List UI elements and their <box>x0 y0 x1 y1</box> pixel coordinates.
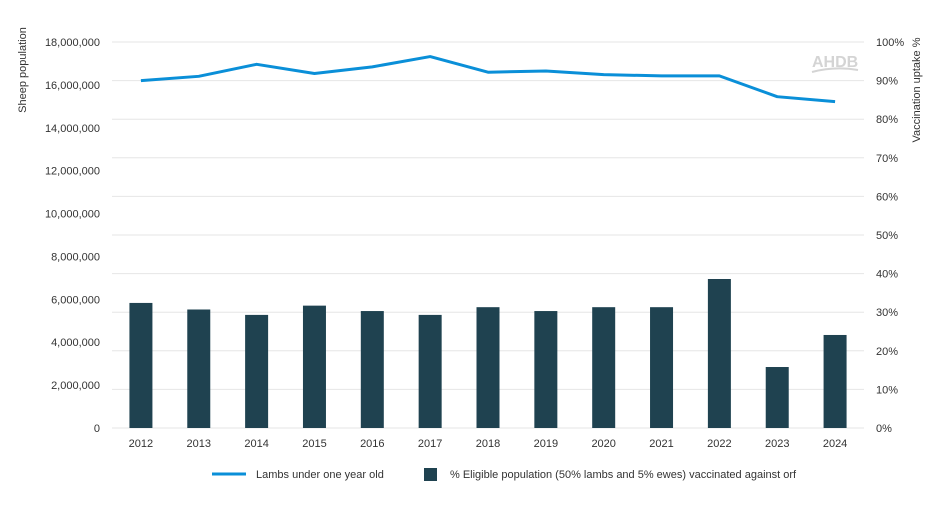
x-tick-label: 2021 <box>649 438 673 450</box>
x-tick-label: 2023 <box>765 438 789 450</box>
right-tick-label: 80% <box>876 114 898 126</box>
line-lambs <box>141 57 835 102</box>
legend-bar-swatch <box>424 468 437 481</box>
x-tick-label: 2019 <box>534 438 558 450</box>
line-series <box>141 56 835 101</box>
right-tick-label: 90% <box>876 76 898 88</box>
right-tick-label: 60% <box>876 191 898 203</box>
bar-2020 <box>592 307 615 428</box>
bar-2015 <box>303 306 326 428</box>
right-tick-label: 20% <box>876 346 898 358</box>
bar-2018 <box>477 307 500 428</box>
right-tick-label: 70% <box>876 153 898 165</box>
right-tick-label: 30% <box>876 307 898 319</box>
x-tick-label: 2016 <box>360 438 384 450</box>
x-tick-label: 2020 <box>591 438 615 450</box>
bar-2019 <box>534 311 557 428</box>
bar-2012 <box>129 303 152 428</box>
right-tick-label: 50% <box>876 230 898 242</box>
left-tick-label: 16,000,000 <box>45 80 100 92</box>
left-tick-label: 18,000,000 <box>45 37 100 49</box>
x-tick-label: 2017 <box>418 438 442 450</box>
right-tick-label: 0% <box>876 423 892 435</box>
x-tick-label: 2022 <box>707 438 731 450</box>
ahdb-logo: AHDB <box>812 54 858 72</box>
x-tick-label: 2018 <box>476 438 500 450</box>
bar-2013 <box>187 309 210 428</box>
left-tick-label: 14,000,000 <box>45 123 100 135</box>
legend: Lambs under one year old % Eligible popu… <box>212 468 797 481</box>
left-tick-label: 8,000,000 <box>51 251 100 263</box>
left-tick-label: 6,000,000 <box>51 294 100 306</box>
right-tick-label: 100% <box>876 37 904 49</box>
right-axis-ticks: 0% 10% 20% 30% 40% 50% 60% 70% 80% 90% 100% <box>876 37 904 435</box>
left-tick-label: 10,000,000 <box>45 209 100 221</box>
bar-2017 <box>419 315 442 428</box>
left-tick-label: 0 <box>94 423 100 435</box>
bar-2016 <box>361 311 384 428</box>
right-axis-title: Vaccination uptake % <box>911 37 923 142</box>
right-tick-label: 10% <box>876 384 898 396</box>
bar-2021 <box>650 307 673 428</box>
x-tick-label: 2013 <box>187 438 211 450</box>
x-axis-ticks: 2012 2013 2014 2015 2016 2017 2018 2019 2020 2021… <box>129 438 848 450</box>
bar-2014 <box>245 315 268 428</box>
bar-2024 <box>824 335 847 428</box>
left-tick-label: 12,000,000 <box>45 166 100 178</box>
left-axis-title: Sheep population <box>17 27 29 113</box>
left-axis-ticks: 0 2,000,000 4,000,000 6,000,000 8,000,000 10,… <box>45 37 100 435</box>
x-tick-label: 2014 <box>244 438 268 450</box>
left-tick-label: 2,000,000 <box>51 380 100 392</box>
right-tick-label: 40% <box>876 269 898 281</box>
bar-2023 <box>766 367 789 428</box>
x-tick-label: 2024 <box>823 438 847 450</box>
x-tick-label: 2012 <box>129 438 153 450</box>
bar-2022 <box>708 279 731 428</box>
left-tick-label: 4,000,000 <box>51 337 100 349</box>
bars <box>129 279 846 428</box>
legend-line-label: Lambs under one year old <box>256 469 384 481</box>
legend-bar-label: % Eligible population (50% lambs and 5% … <box>450 469 797 481</box>
x-tick-label: 2015 <box>302 438 326 450</box>
